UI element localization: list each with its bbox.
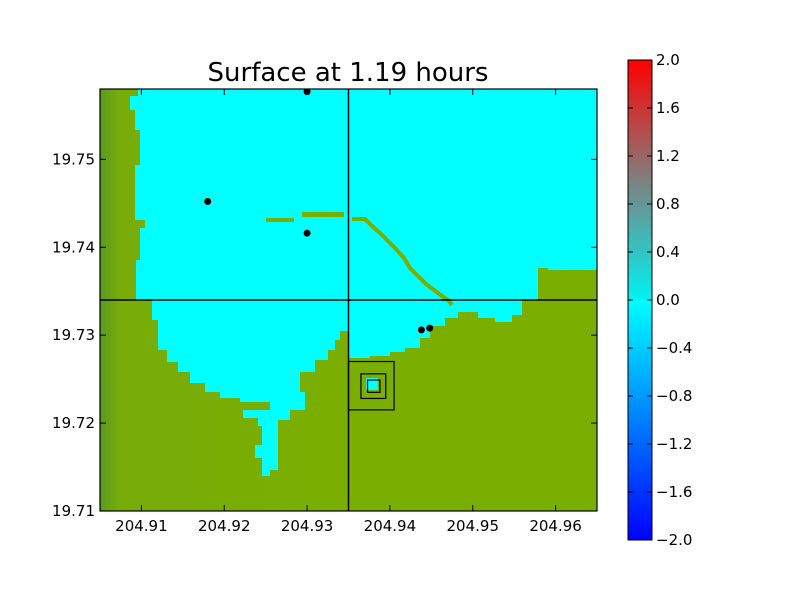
x-tick-label: 204.91 <box>115 517 168 535</box>
colorbar-tick-label: −1.2 <box>656 435 692 453</box>
x-tick-label: 204.95 <box>447 517 500 535</box>
colorbar-tick-label: −0.4 <box>656 339 692 357</box>
colorbar: 2.0 1.6 1.2 0.8 0.4 0.0 −0.4 −0.8 −1.2 −1.6 −2.0 <box>627 51 692 549</box>
x-axis: 204.91 204.92 204.93 204.94 204.95 204.96 <box>115 89 582 535</box>
colorbar-tick-label: −0.8 <box>656 387 692 405</box>
x-tick-label: 204.94 <box>364 517 417 535</box>
reef-segment-2 <box>302 212 344 217</box>
refinement-regions <box>347 360 395 411</box>
y-tick-label: 19.75 <box>52 150 95 168</box>
land-west <box>100 89 348 511</box>
reef-segment-1 <box>266 218 294 222</box>
land-east <box>348 268 597 511</box>
colorbar-tick-label: 1.6 <box>656 99 680 117</box>
y-tick-label: 19.73 <box>52 326 95 344</box>
y-tick-label: 19.74 <box>52 238 95 256</box>
reef-diagonal <box>352 217 454 307</box>
y-tick-label: 19.72 <box>52 414 95 432</box>
colorbar-tick-label: −2.0 <box>656 531 692 549</box>
reef-patch <box>366 378 378 390</box>
colorbar-tick-label: 2.0 <box>656 51 680 69</box>
colorbar-tick-label: 1.2 <box>656 147 680 165</box>
x-tick-label: 204.92 <box>198 517 251 535</box>
x-tick-label: 204.93 <box>281 517 334 535</box>
plot-frame <box>99 88 598 512</box>
colorbar-ticks: 2.0 1.6 1.2 0.8 0.4 0.0 −0.4 −0.8 −1.2 −1.6 −2.0 <box>628 51 692 549</box>
chart-title: Surface at 1.19 hours <box>208 58 489 88</box>
colorbar-tick-label: 0.0 <box>656 291 680 309</box>
colorbar-tick-label: 0.4 <box>656 243 680 261</box>
gauge-point <box>417 326 425 334</box>
colorbar-tick-label: 0.8 <box>656 195 680 213</box>
region-box <box>366 379 381 393</box>
region-box <box>347 360 395 411</box>
x-tick-label: 204.96 <box>529 517 582 535</box>
plot-area <box>100 89 597 511</box>
gauge-point <box>204 198 212 206</box>
gauge-point <box>303 229 311 237</box>
gauge-point <box>426 324 434 332</box>
colorbar-tick-label: −1.6 <box>656 483 692 501</box>
y-axis: 19.71 19.72 19.73 19.74 19.75 <box>52 150 597 520</box>
region-box <box>360 373 387 400</box>
y-tick-label: 19.71 <box>52 502 95 520</box>
